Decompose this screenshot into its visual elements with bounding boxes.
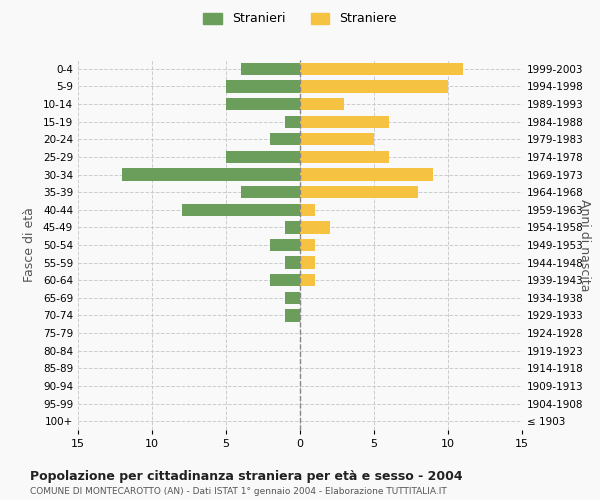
Bar	[300, 274, 315, 286]
Bar	[285, 116, 300, 128]
Bar	[300, 204, 315, 216]
Bar	[285, 256, 300, 269]
Bar	[300, 239, 315, 251]
Bar	[285, 310, 300, 322]
Bar	[226, 98, 300, 110]
Bar	[241, 186, 300, 198]
Text: COMUNE DI MONTECAROTTO (AN) - Dati ISTAT 1° gennaio 2004 - Elaborazione TUTTITAL: COMUNE DI MONTECAROTTO (AN) - Dati ISTAT…	[30, 488, 447, 496]
Bar	[300, 62, 463, 75]
Bar	[285, 221, 300, 234]
Bar	[271, 133, 300, 145]
Bar	[300, 150, 389, 163]
Bar	[300, 186, 418, 198]
Bar	[300, 116, 389, 128]
Bar	[300, 133, 374, 145]
Bar	[300, 168, 433, 180]
Bar	[226, 150, 300, 163]
Bar	[271, 274, 300, 286]
Bar	[300, 221, 329, 234]
Bar	[300, 98, 344, 110]
Bar	[300, 80, 448, 92]
Y-axis label: Anni di nascita: Anni di nascita	[578, 198, 590, 291]
Bar	[285, 292, 300, 304]
Bar	[300, 256, 315, 269]
Bar	[226, 80, 300, 92]
Bar	[182, 204, 300, 216]
Legend: Stranieri, Straniere: Stranieri, Straniere	[197, 6, 403, 32]
Bar	[241, 62, 300, 75]
Bar	[271, 239, 300, 251]
Y-axis label: Fasce di età: Fasce di età	[23, 208, 36, 282]
Bar	[122, 168, 300, 180]
Text: Popolazione per cittadinanza straniera per età e sesso - 2004: Popolazione per cittadinanza straniera p…	[30, 470, 463, 483]
